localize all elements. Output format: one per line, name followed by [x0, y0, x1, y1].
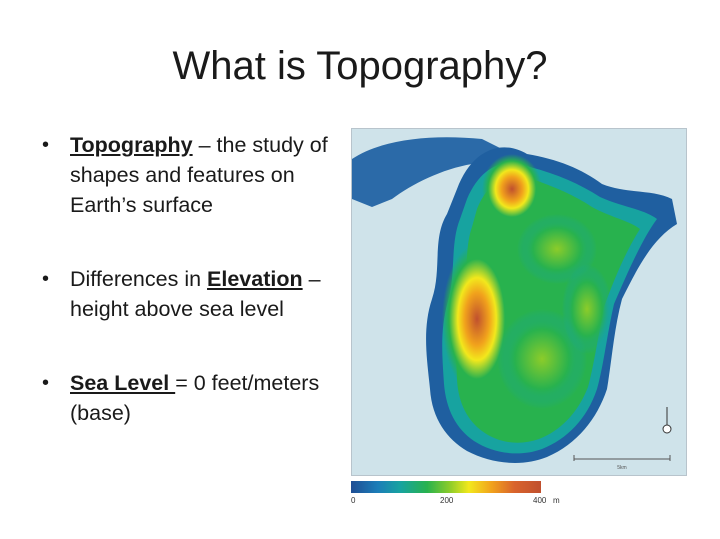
- bullet-prefix: Differences in: [70, 267, 208, 291]
- elevation-legend-bar: [351, 481, 541, 493]
- north-arrow-icon: [662, 424, 672, 434]
- term-elevation: Elevation: [207, 267, 303, 291]
- bullet-text: – height above sea level: [70, 267, 321, 321]
- legend-mid-label: 200: [440, 496, 454, 505]
- bullet-dot-icon: •: [42, 134, 50, 156]
- bullet-text: = 0 feet/meters (base): [70, 371, 320, 425]
- slide-title: What is Topography?: [172, 44, 548, 88]
- bullet-dot-icon: •: [42, 372, 50, 394]
- term-sea-level: Sea Level: [70, 371, 176, 395]
- topographic-map: 5km: [351, 128, 687, 476]
- map-image: 5km: [352, 137, 677, 471]
- scale-label: 5km: [617, 465, 626, 471]
- legend-unit-label: m: [553, 496, 560, 505]
- map-landmass-north: [352, 137, 502, 207]
- legend-max-label: 400: [533, 496, 547, 505]
- bullet-dot-icon: •: [42, 268, 50, 290]
- bullet-sea-level: • Sea Level = 0 feet/meters (base): [38, 368, 348, 428]
- bullet-elevation: • Differences in Elevation – height abov…: [38, 264, 348, 324]
- bullet-text: – the study of shapes and features on Ea…: [70, 133, 328, 217]
- term-topography: Topography: [70, 133, 193, 157]
- bullet-list: • Topography – the study of shapes and f…: [38, 130, 348, 472]
- bullet-topography: • Topography – the study of shapes and f…: [38, 130, 348, 220]
- legend-min-label: 0: [351, 496, 356, 505]
